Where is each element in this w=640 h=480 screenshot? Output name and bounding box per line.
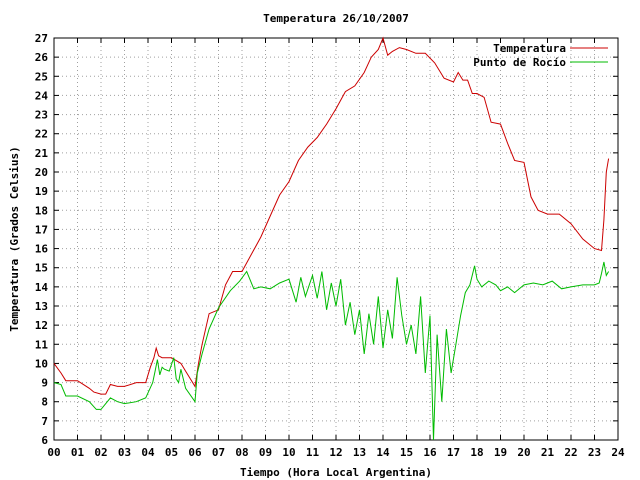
y-tick-label: 24 [35,89,49,102]
legend-label-punto-de-rocio: Punto de Rocío [473,56,566,69]
x-tick-label: 20 [517,446,530,459]
x-tick-label: 18 [470,446,483,459]
y-tick-label: 9 [41,377,48,390]
y-tick-label: 13 [35,300,48,313]
y-tick-label: 17 [35,223,48,236]
grid-layer [54,38,618,440]
y-tick-label: 7 [41,415,48,428]
y-tick-label: 10 [35,357,48,370]
y-tick-label: 18 [35,204,48,217]
y-tick-label: 6 [41,434,48,447]
series-line-temperatura [53,36,610,395]
legend: Temperatura Punto de Rocío [473,42,608,69]
x-tick-label: 15 [400,446,413,459]
x-tick-label: 07 [212,446,225,459]
x-tick-label: 14 [376,446,390,459]
series-layer [53,36,610,441]
x-tick-label: 12 [329,446,342,459]
x-tick-label: 21 [541,446,555,459]
y-tick-label: 26 [35,51,49,64]
x-tick-label: 24 [611,446,625,459]
tick-layer: 00 01 02 03 04 05 06 07 08 09 10 11 12 13 14 15 16 17 18 19… [35,32,625,459]
y-tick-label: 14 [35,281,49,294]
y-tick-label: 25 [35,70,48,83]
x-tick-label: 11 [306,446,320,459]
x-tick-label: 16 [423,446,437,459]
x-tick-label: 23 [588,446,601,459]
y-tick-label: 19 [35,185,48,198]
x-tick-label: 03 [118,446,131,459]
y-tick-label: 20 [35,166,48,179]
x-tick-label: 09 [259,446,272,459]
legend-label-temperatura: Temperatura [493,42,566,55]
y-tick-label: 16 [35,243,49,256]
x-tick-label: 19 [494,446,507,459]
x-tick-label: 17 [447,446,460,459]
x-tick-label: 13 [353,446,366,459]
y-tick-label: 23 [35,109,48,122]
y-tick-label: 22 [35,128,48,141]
x-tick-label: 08 [235,446,248,459]
y-tick-label: 27 [35,32,48,45]
x-tick-label: 06 [188,446,202,459]
x-tick-label: 02 [94,446,107,459]
y-tick-label: 21 [35,147,49,160]
series-line-punto-de-rocio [53,261,610,441]
y-tick-label: 8 [41,396,48,409]
x-tick-label: 01 [71,446,85,459]
x-tick-label: 10 [282,446,295,459]
x-axis-title: Tiempo (Hora Local Argentina) [240,466,432,479]
chart-title: Temperatura 26/10/2007 [263,12,409,25]
y-axis-title: Temperatura (Grados Celsius) [8,146,21,331]
y-tick-label: 11 [35,338,49,351]
x-tick-label: 00 [47,446,60,459]
x-tick-label: 05 [165,446,178,459]
x-tick-label: 22 [564,446,577,459]
y-tick-label: 15 [35,262,48,275]
x-tick-label: 04 [141,446,155,459]
y-tick-label: 12 [35,319,48,332]
